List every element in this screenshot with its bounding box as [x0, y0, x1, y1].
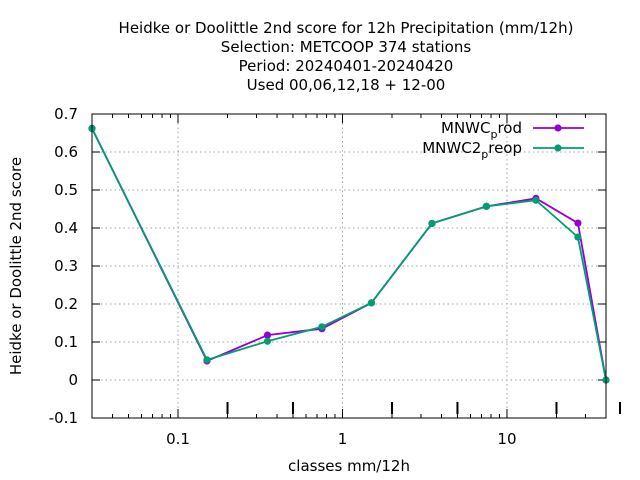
- data-point: [574, 219, 582, 227]
- x-tick-label: 0.1: [166, 430, 190, 448]
- y-tick-label: 0.5: [54, 181, 78, 199]
- data-point: [574, 233, 582, 241]
- data-point: [263, 331, 272, 339]
- chart-title: Heidke or Doolittle 2nd score for 12h Pr…: [119, 19, 574, 94]
- series-line-mnwc2: [91, 128, 607, 381]
- y-tick-label: 0: [68, 371, 78, 389]
- y-tick-label: -0.1: [49, 409, 78, 427]
- x-tick-label: 10: [497, 430, 516, 448]
- y-tick-label: 0.4: [54, 219, 78, 237]
- legend-label: MNWCprod: [441, 119, 522, 141]
- legend-label: MNWC2preop: [422, 139, 522, 161]
- title-line-1: Heidke or Doolittle 2nd score for 12h Pr…: [119, 19, 574, 37]
- data-point: [532, 196, 540, 204]
- title-line-4: Used 00,06,12,18 + 12-00: [247, 76, 446, 94]
- x-tick-label: 1: [338, 430, 348, 448]
- title-line-3: Period: 20240401-20240420: [239, 57, 454, 75]
- y-tick-label: 0.1: [54, 333, 78, 351]
- y-tick-label: 0.6: [54, 143, 78, 161]
- data-point: [318, 323, 326, 331]
- grid: [92, 114, 606, 418]
- y-tick-label: 0.2: [54, 295, 78, 313]
- data-point: [367, 299, 376, 307]
- y-tick-label: 0.3: [54, 257, 78, 275]
- legend-swatch-point: [554, 144, 562, 152]
- data-point: [428, 219, 436, 228]
- x-axis-label: classes mm/12h: [288, 457, 410, 475]
- plot-frame: [91, 113, 607, 419]
- data-point: [482, 202, 491, 210]
- axis-ticks: -0.1 0 0.1 0.2 0.3 0.4 0.5 0.6 0.7 0.1 1 10: [49, 105, 621, 448]
- y-axis-label: Heidke or Doolittle 2nd score: [7, 157, 25, 375]
- title-line-2: Selection: METCOOP 374 stations: [221, 38, 472, 56]
- data-point: [203, 356, 211, 364]
- series-lines: [88, 124, 610, 384]
- data-point: [263, 337, 272, 345]
- y-tick-label: 0.7: [54, 105, 78, 123]
- legend-swatch-point: [554, 124, 562, 132]
